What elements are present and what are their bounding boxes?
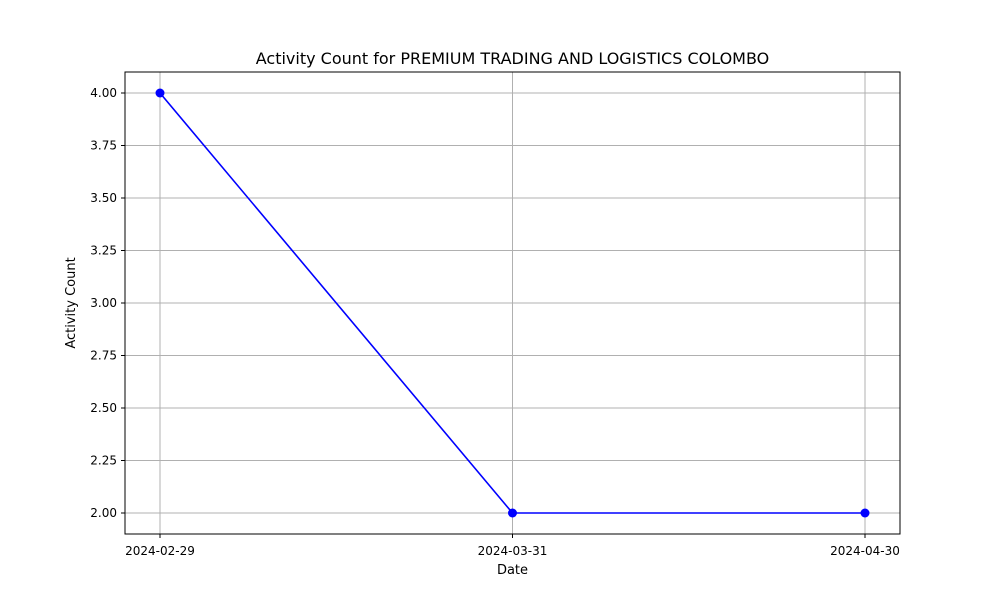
plot-frame xyxy=(124,71,901,535)
x-tick-label: 2024-02-29 xyxy=(125,544,195,558)
y-axis-label: Activity Count xyxy=(64,257,79,348)
grid xyxy=(125,72,900,534)
y-tick-label: 3.75 xyxy=(90,139,117,153)
series xyxy=(155,88,870,518)
y-tick-label: 2.75 xyxy=(90,349,117,363)
chart-title: Activity Count for PREMIUM TRADING AND L… xyxy=(256,49,770,68)
y-tick-label: 2.50 xyxy=(90,401,117,415)
data-point xyxy=(860,508,870,518)
x-axis-label: Date xyxy=(497,563,528,578)
y-tick-label: 3.00 xyxy=(90,296,117,310)
axis-ticks: 2024-02-29 2024-03-31 2024-04-30 2.00 2.25 2.… xyxy=(90,86,900,558)
y-tick-label: 3.25 xyxy=(90,244,117,258)
y-tick-label: 3.50 xyxy=(90,191,117,205)
y-tick-label: 4.00 xyxy=(90,86,117,100)
data-point xyxy=(155,88,165,98)
x-tick-label: 2024-03-31 xyxy=(478,544,548,558)
x-tick-label: 2024-04-30 xyxy=(830,544,900,558)
y-tick-label: 2.00 xyxy=(90,506,117,520)
y-tick-label: 2.25 xyxy=(90,454,117,468)
data-point xyxy=(508,508,517,518)
